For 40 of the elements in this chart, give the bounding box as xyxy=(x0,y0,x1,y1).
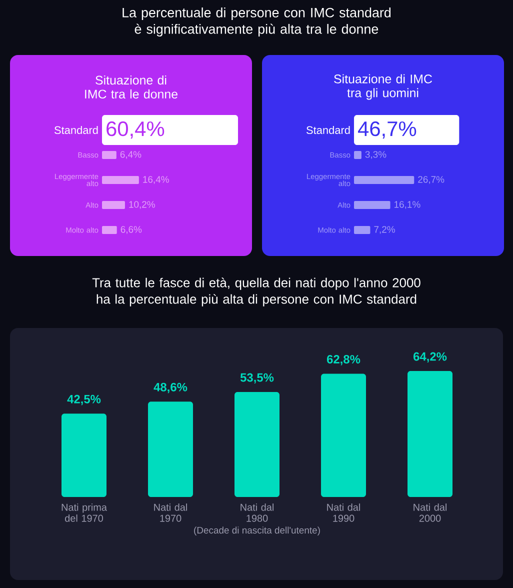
bar xyxy=(234,392,280,497)
x-tick-label: Nati dal 1970 xyxy=(154,504,187,522)
x-tick-label: Nati prima del 1970 xyxy=(62,504,107,522)
data-label: 46,7% xyxy=(358,121,416,139)
bar xyxy=(408,371,453,497)
bar xyxy=(62,414,106,497)
y-tick-label: Standard xyxy=(306,126,350,134)
data-label: 60,4% xyxy=(106,121,164,139)
x-tick-label: Nati dal 1980 xyxy=(240,504,274,522)
data-label: 42,5% xyxy=(67,394,101,406)
x-tick-label: Nati dal 1990 xyxy=(327,504,360,522)
y-tick-label: Standard xyxy=(54,126,98,134)
data-label: 64,2% xyxy=(413,352,447,362)
bar xyxy=(354,200,390,209)
bar xyxy=(102,151,116,159)
bar xyxy=(102,176,139,184)
data-label: 53,5% xyxy=(240,373,274,384)
data-label: 48,6% xyxy=(154,382,188,394)
bar xyxy=(354,176,414,184)
data-label: 62,8% xyxy=(326,355,360,366)
data-label: 26,7% xyxy=(418,176,444,184)
bar xyxy=(102,226,117,234)
data-label: 16,4% xyxy=(143,176,169,184)
bar xyxy=(148,402,193,497)
bar xyxy=(354,151,362,159)
data-label: 6,6% xyxy=(120,226,142,234)
data-label: 7,2% xyxy=(374,226,395,234)
chart-title: Tra tutte le fasce di età, quella dei nati dopo l'anno 2000 ha la percentuale più alta di persone con IMC standard xyxy=(92,278,420,306)
data-label: 6,4% xyxy=(120,151,142,159)
chart-title: Situazione di IMC tra le donne xyxy=(85,75,178,99)
text: La percentuale di persone con IMC standard è significativamente più alta tra le donne xyxy=(122,8,391,36)
bar xyxy=(321,374,366,497)
data-label: 10,2% xyxy=(129,201,155,209)
data-label: 16,1% xyxy=(394,201,420,209)
bar xyxy=(354,226,370,234)
chart-title: Situazione di IMC tra gli uomini xyxy=(334,74,432,100)
x-tick-label: Nati dal 2000 xyxy=(414,504,446,522)
bar xyxy=(102,200,125,209)
data-label: 3,3% xyxy=(365,151,386,159)
x-axis-title: (Decade di nascita dell'utente) xyxy=(194,526,320,536)
